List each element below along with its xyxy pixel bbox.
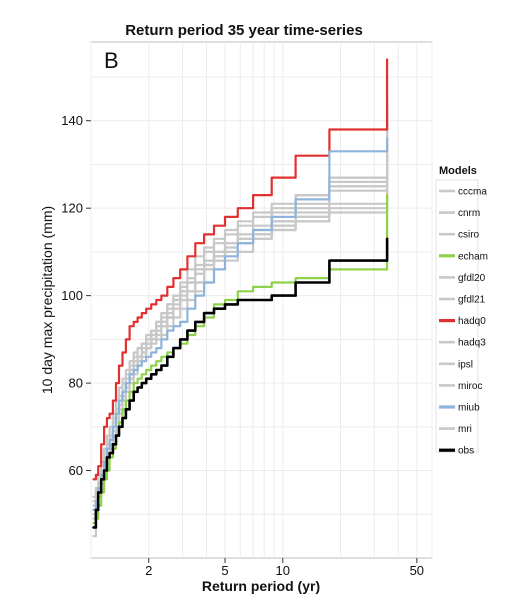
legend-label-gfdl21: gfdl21: [458, 295, 486, 306]
y-tick-label: 60: [69, 463, 83, 478]
series-lines: [92, 58, 389, 538]
x-tick-label: 10: [276, 563, 290, 578]
y-tick-label: 120: [61, 201, 83, 216]
legend-label-mri: mri: [458, 424, 472, 435]
legend-label-hadq3: hadq3: [458, 338, 486, 349]
x-tick-label: 5: [221, 563, 228, 578]
panel-label: B: [104, 48, 119, 73]
series-line-obs: [92, 237, 389, 529]
legend-label-miub: miub: [458, 403, 480, 414]
legend-title: Models: [439, 165, 477, 177]
y-tick-label: 140: [61, 113, 83, 128]
x-axis-ticks: 2 5 10 50: [145, 558, 424, 578]
series-line-hadq0: [92, 58, 389, 481]
legend-label-ipsl: ipsl: [458, 359, 473, 370]
chart-title: Return period 35 year time-series: [125, 22, 363, 39]
x-tick-label: 50: [410, 563, 424, 578]
plot-area: [90, 41, 433, 559]
y-tick-label: 80: [69, 376, 83, 391]
legend-label-echam: echam: [458, 251, 488, 262]
legend-label-cnrm: cnrm: [458, 208, 480, 219]
series-line-miub: [92, 137, 389, 511]
legend-label-hadq0: hadq0: [458, 316, 486, 327]
legend-label-csiro: csiro: [458, 230, 480, 241]
grid: [90, 42, 433, 558]
legend-label-obs: obs: [458, 446, 474, 457]
legend-label-miroc: miroc: [458, 381, 482, 392]
legend: Models cccma cnrm csiro echam gfdl20 gfdl21 ha…: [435, 165, 488, 457]
x-tick-label: 2: [145, 563, 152, 578]
y-axis-label: 10 day max precipitation (mm): [39, 206, 55, 394]
y-axis-ticks: 60 80 100 120 140: [61, 113, 91, 478]
legend-items: cccma cnrm csiro echam gfdl20 gfdl21 hadq0 hadq…: [435, 179, 488, 457]
legend-label-gfdl20: gfdl20: [458, 273, 486, 284]
y-tick-label: 100: [61, 288, 83, 303]
x-axis-label: Return period (yr): [202, 578, 320, 594]
legend-label-cccma: cccma: [458, 187, 487, 198]
